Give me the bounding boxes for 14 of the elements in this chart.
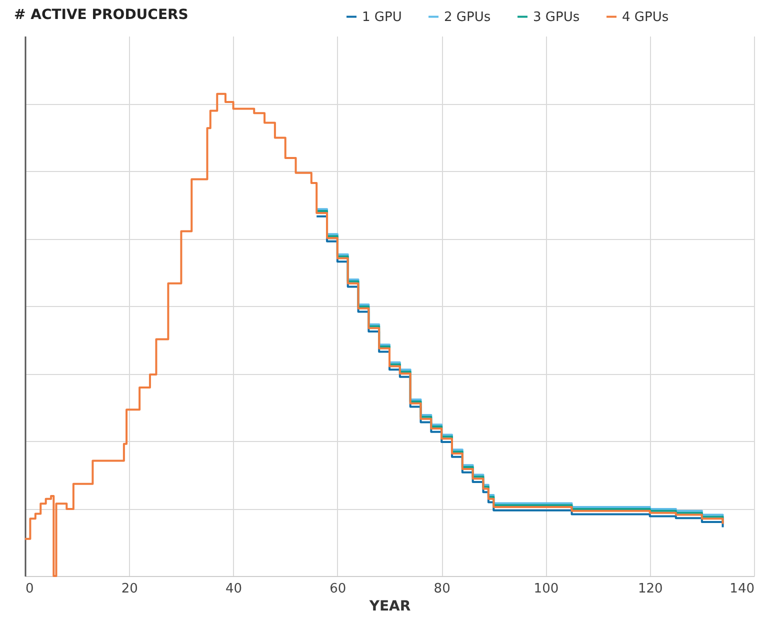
- x-tick-label: 100: [534, 582, 559, 596]
- legend-label: 2 GPUs: [444, 10, 491, 25]
- x-tick-label: 20: [121, 582, 138, 596]
- x-tick-label: 40: [226, 582, 242, 596]
- chart-title: # ACTIVE PRODUCERS: [14, 7, 188, 23]
- legend-label: 1 GPU: [362, 10, 402, 25]
- x-tick-label: 140: [730, 582, 754, 596]
- x-tick-label: 120: [638, 582, 663, 596]
- x-tick-label: 60: [330, 582, 346, 596]
- legend-label: 3 GPUs: [533, 10, 580, 25]
- legend-label: 4 GPUs: [622, 10, 669, 25]
- x-tick-label: 80: [434, 582, 450, 596]
- x-tick-label: 0: [26, 582, 34, 596]
- x-axis-title: YEAR: [368, 598, 411, 614]
